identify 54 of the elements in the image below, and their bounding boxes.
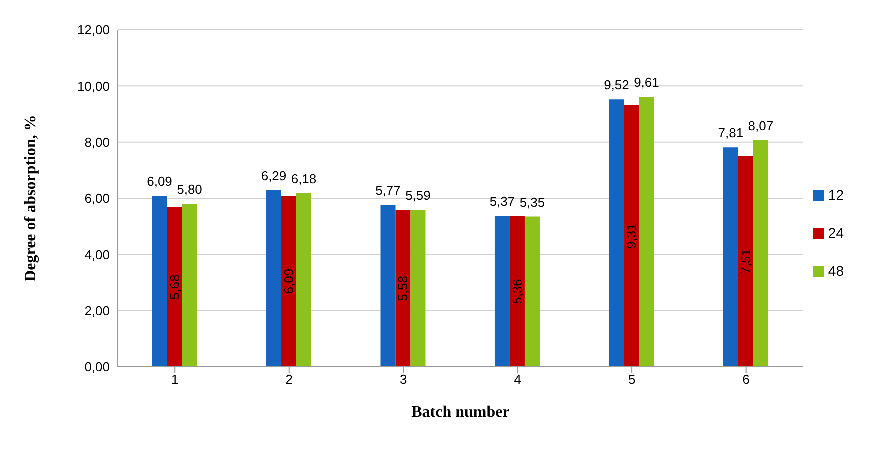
data-label: 9,31 — [624, 224, 640, 249]
data-label: 9,61 — [634, 75, 660, 90]
y-tick-label: 12,00 — [77, 22, 110, 38]
y-tick-label: 0,00 — [84, 360, 110, 375]
legend-label: 48 — [828, 262, 844, 278]
bar — [494, 216, 510, 367]
bar — [396, 210, 411, 367]
data-label: 8,07 — [748, 118, 774, 134]
x-tick-label: 3 — [400, 372, 408, 388]
bar — [524, 216, 540, 367]
bar — [639, 97, 654, 367]
data-label: 6,09 — [282, 268, 297, 294]
bar — [753, 140, 768, 367]
y-axis-title: Degree of absorption, % — [22, 115, 40, 282]
data-label: 6,09 — [147, 174, 172, 189]
data-label: 5,58 — [396, 276, 411, 302]
x-tick-label: 2 — [286, 372, 293, 388]
bar — [609, 100, 624, 367]
data-label: 5,68 — [167, 274, 182, 300]
data-label: 7,51 — [738, 248, 754, 274]
data-label: 7,81 — [718, 126, 744, 141]
bar — [266, 190, 282, 367]
x-tick-label: 5 — [628, 372, 636, 388]
data-label: 5,59 — [406, 188, 431, 204]
data-label: 6,18 — [291, 171, 317, 186]
bar — [380, 204, 396, 367]
data-label: 5,36 — [510, 279, 525, 304]
legend-label: 24 — [828, 224, 844, 240]
x-axis-title: Batch number — [412, 404, 510, 421]
data-label: 5,77 — [376, 182, 401, 198]
y-tick-label: 8,00 — [84, 134, 110, 150]
bar — [296, 193, 312, 367]
bar — [182, 204, 198, 367]
bar — [624, 106, 640, 367]
x-tick-label: 6 — [742, 372, 750, 388]
data-label: 5,37 — [490, 194, 516, 210]
y-tick-label: 2,00 — [84, 303, 110, 318]
data-label: 9,52 — [604, 78, 630, 93]
y-tick-label: 6,00 — [84, 191, 110, 206]
bar — [723, 148, 738, 367]
y-tick-label: 10,00 — [77, 78, 110, 94]
data-label: 6,29 — [261, 168, 287, 184]
data-label: 5,35 — [520, 194, 546, 210]
bar — [738, 156, 754, 367]
legend-label: 12 — [828, 186, 844, 202]
bar — [410, 210, 426, 367]
x-tick-label: 1 — [172, 372, 179, 388]
bar — [152, 196, 168, 367]
y-tick-label: 4,00 — [84, 247, 110, 262]
bar — [167, 207, 182, 367]
bar — [510, 216, 525, 367]
bar — [282, 196, 297, 367]
x-tick-label: 4 — [514, 372, 522, 388]
data-label: 5,80 — [177, 182, 202, 198]
